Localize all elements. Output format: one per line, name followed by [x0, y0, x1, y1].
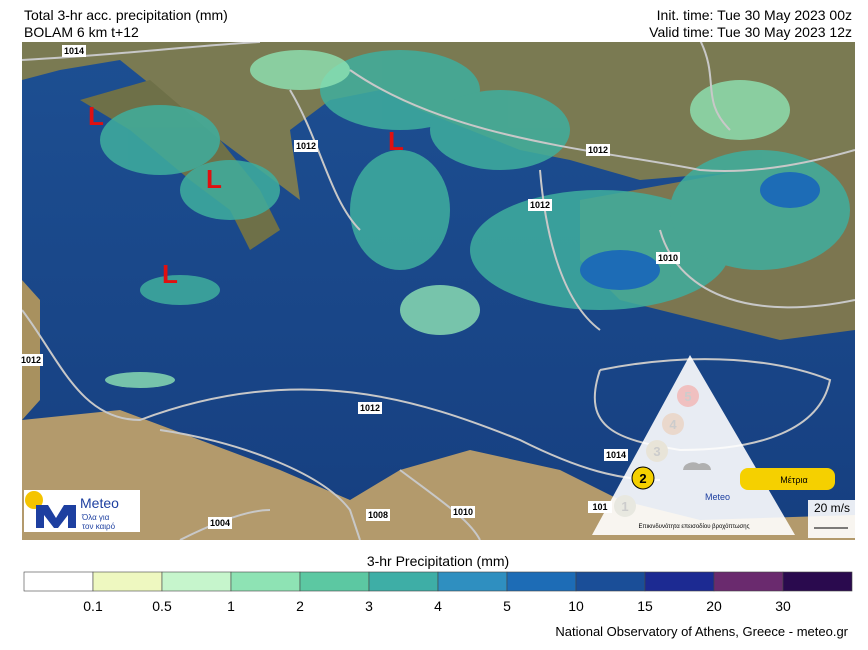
- colorbar-swatch: [782, 571, 853, 592]
- isobar-label: 1010: [658, 253, 678, 263]
- colorbar-swatch: [23, 571, 94, 592]
- colorbar-swatch: [506, 571, 577, 592]
- isobar-label-bg: [358, 402, 382, 414]
- isobar-label-bg: [62, 45, 86, 57]
- isobar-label: 1010: [453, 507, 473, 517]
- risk-level-label: 4: [669, 417, 677, 432]
- colorbar-swatch: [575, 571, 646, 592]
- isobar-label-bg: [451, 506, 475, 518]
- credit: National Observatory of Athens, Greece -…: [555, 624, 848, 639]
- colorbar-swatch: [713, 571, 784, 592]
- colorbar-label: 1: [227, 598, 235, 614]
- colorbar-label: 4: [434, 598, 442, 614]
- isobar-label-bg: [586, 144, 610, 156]
- risk-level-marker: [646, 440, 668, 462]
- wind-scale-label: 20 m/s: [814, 501, 850, 515]
- isobar-label: 1012: [21, 355, 41, 365]
- isobar-label-bg: [208, 517, 232, 529]
- colorbar-label: 30: [775, 598, 791, 614]
- colorbar-swatch: [299, 571, 370, 592]
- colorbar-label: 5: [503, 598, 511, 614]
- model: BOLAM 6 km t+12: [24, 24, 139, 40]
- title: Total 3-hr acc. precipitation (mm): [24, 7, 228, 23]
- colorbar-label: 0.5: [152, 598, 172, 614]
- risk-level-marker: [631, 466, 655, 490]
- colorbar-swatch: [230, 571, 301, 592]
- isobar-label: 1012: [360, 403, 380, 413]
- colorbar-label: 3: [365, 598, 373, 614]
- logo-name: Meteo: [80, 495, 119, 511]
- risk-logo: Meteo: [705, 492, 730, 502]
- colorbar-swatch: [161, 571, 232, 592]
- isobar-label-bg: [366, 509, 390, 521]
- isobar-label: 1012: [530, 200, 550, 210]
- colorbar-label: 10: [568, 598, 584, 614]
- init-time: Init. time: Tue 30 May 2023 00z: [657, 7, 852, 23]
- colorbar-title: 3-hr Precipitation (mm): [367, 553, 509, 569]
- low-marker: L: [88, 101, 104, 131]
- logo-tagline: τον καιρό: [82, 522, 116, 531]
- risk-current: Μέτρια: [780, 475, 807, 485]
- isobar-label-bg: [19, 354, 43, 366]
- isobar-label: 101: [592, 502, 607, 512]
- risk-triangle: Μέτρια Meteo Επικινδυνότητα επεισοδίου β…: [592, 355, 835, 535]
- risk-level-marker: [614, 495, 636, 517]
- colorbar-label: 2: [296, 598, 304, 614]
- low-marker: L: [388, 126, 404, 156]
- colorbar-swatch: [368, 571, 439, 592]
- isobar-label: 1012: [296, 141, 316, 151]
- isobar-label: 1012: [588, 145, 608, 155]
- risk-level-marker: [677, 385, 699, 407]
- isobar-label-bg: [588, 501, 612, 513]
- risk-level-label: 2: [639, 471, 646, 486]
- isobar-label-bg: [604, 449, 628, 461]
- colorbar-swatch: [644, 571, 715, 592]
- isobar-label-bg: [294, 140, 318, 152]
- isobar-label-bg: [528, 199, 552, 211]
- risk-caption: Επικινδυνότητα επεισοδίου βροχόπτωσης: [639, 523, 750, 530]
- low-marker: L: [206, 164, 222, 194]
- map: [22, 42, 855, 540]
- colorbar-label: 0.1: [83, 598, 103, 614]
- risk-level-label: 5: [684, 389, 691, 404]
- risk-level-marker: [662, 413, 684, 435]
- isobar-label: 1004: [210, 518, 230, 528]
- colorbar: 3-hr Precipitation (mm) 0.1 0.5 1 2 3 4 5 10 15 2…: [23, 553, 853, 614]
- risk-level-label: 1: [621, 499, 628, 514]
- isobar-label: 1008: [368, 510, 388, 520]
- risk-level-label: 3: [653, 444, 660, 459]
- meteo-logo: Meteo Όλα για τον καιρό: [24, 490, 140, 532]
- isobar-label: 1014: [64, 46, 84, 56]
- colorbar-swatch: [437, 571, 508, 592]
- wind-scale: 20 m/s: [808, 500, 856, 538]
- colorbar-label: 20: [706, 598, 722, 614]
- isobar-label-bg: [656, 252, 680, 264]
- logo-tagline: Όλα για: [81, 513, 110, 522]
- colorbar-swatch: [92, 571, 163, 592]
- low-marker: L: [162, 259, 178, 289]
- isobar-label: 1014: [606, 450, 626, 460]
- valid-time: Valid time: Tue 30 May 2023 12z: [649, 24, 852, 40]
- colorbar-label: 15: [637, 598, 653, 614]
